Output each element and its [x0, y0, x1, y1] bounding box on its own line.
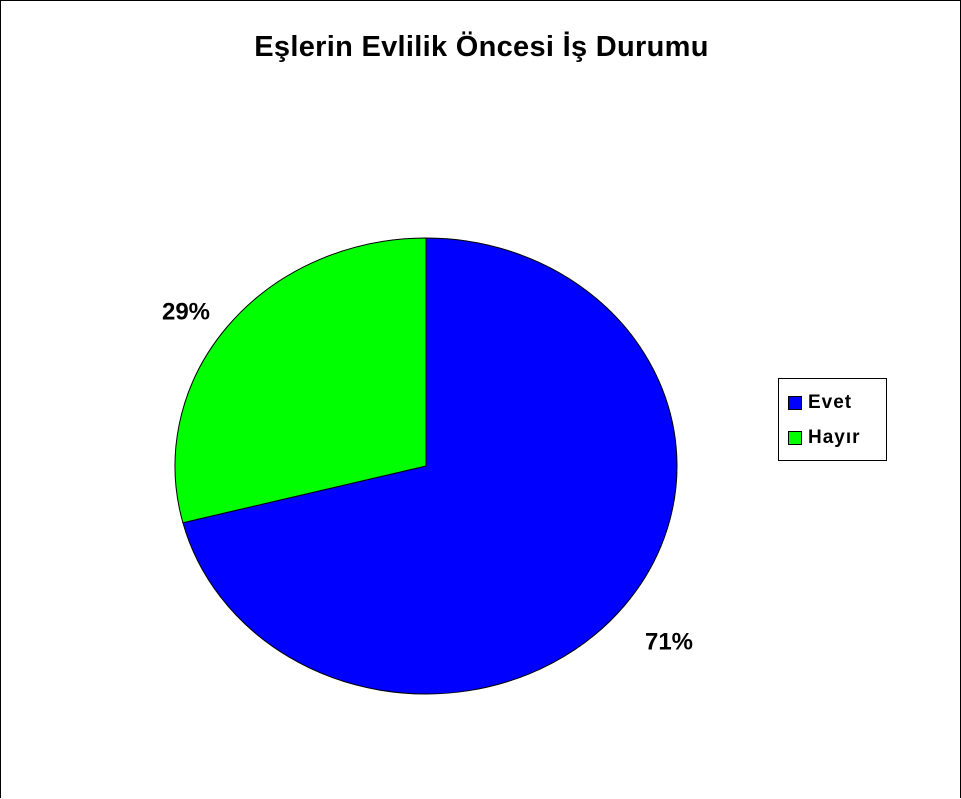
legend-label-evet: Evet	[808, 392, 853, 413]
legend-item-evet: Evet	[788, 392, 852, 414]
data-label-1: 29%	[162, 298, 210, 325]
legend-label-hayir: Hayır	[808, 427, 861, 448]
legend-swatch-evet	[788, 396, 802, 410]
pie-slice-evet	[182, 237, 678, 695]
legend-swatch-hayir	[788, 431, 802, 445]
pie-slice-hay-r	[174, 237, 427, 524]
legend: Evet Hayır	[778, 378, 887, 461]
legend-item-hayir: Hayır	[788, 427, 861, 449]
data-label-0: 71%	[645, 628, 693, 655]
chart-title: Eşlerin Evlilik Öncesi İş Durumu	[254, 31, 709, 63]
